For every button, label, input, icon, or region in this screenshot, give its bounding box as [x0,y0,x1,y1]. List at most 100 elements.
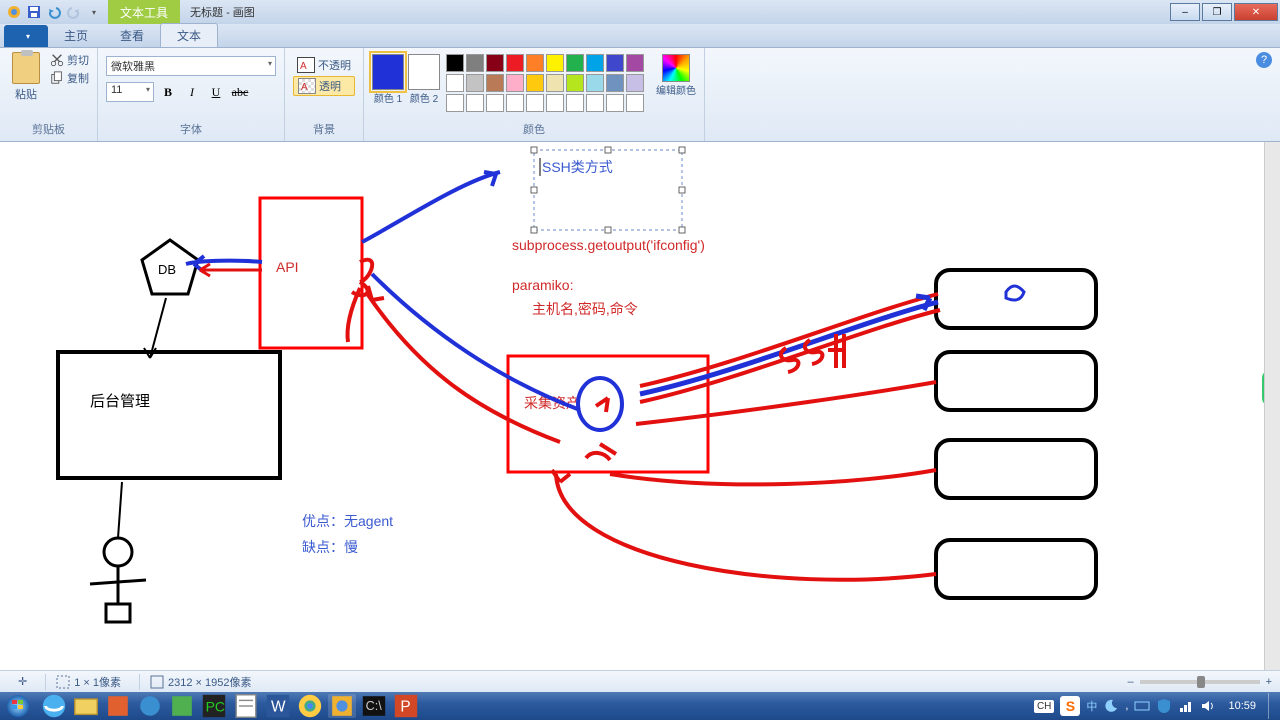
color-swatch[interactable] [586,94,604,112]
text-edit-box[interactable]: SSH类方式 [531,147,685,233]
color-swatch[interactable] [586,54,604,72]
zoom-out-button[interactable]: – [1127,676,1133,688]
color-swatch[interactable] [466,74,484,92]
network-icon[interactable] [1178,698,1194,714]
save-icon[interactable] [26,4,42,20]
tab-text[interactable]: 文本 [160,23,218,47]
clock[interactable]: 10:59 [1222,700,1262,712]
color-palette[interactable] [446,52,644,121]
undo-icon[interactable] [46,4,62,20]
taskbar-explorer-icon[interactable] [72,694,100,718]
tab-home[interactable]: 主页 [48,24,104,47]
italic-button[interactable]: I [182,82,202,102]
color-swatch[interactable] [506,94,524,112]
color-swatch[interactable] [486,94,504,112]
drawing-canvas[interactable]: API DB 后台管理 采集资产 [0,142,1280,676]
shield-icon[interactable] [1156,698,1172,714]
anno-pros: 优点：无agent [302,513,393,529]
color-swatch[interactable] [466,54,484,72]
color-swatch[interactable] [546,74,564,92]
color-swatch[interactable] [486,54,504,72]
taskbar-app3-icon[interactable] [168,694,196,718]
taskbar-word-icon[interactable]: W [264,694,292,718]
color-swatch[interactable] [606,54,624,72]
color-swatch[interactable] [446,74,464,92]
color-swatch[interactable] [546,94,564,112]
underline-button[interactable]: U [206,82,226,102]
bold-button[interactable]: B [158,82,178,102]
file-tab[interactable] [4,25,48,47]
taskbar-cmd-icon[interactable]: C:\ [360,694,388,718]
sogou-ime-icon[interactable]: S [1060,696,1080,716]
ime-lang[interactable]: 中 [1086,698,1097,714]
cut-button[interactable]: 剪切 [50,52,89,68]
color2-button[interactable]: 颜色 2 [408,54,440,105]
color-swatch[interactable] [486,74,504,92]
color-swatch[interactable] [566,94,584,112]
color1-button[interactable]: 颜色 1 [372,54,404,105]
contextual-tab-label: 文本工具 [108,0,180,24]
taskbar-app2-icon[interactable] [136,694,164,718]
taskbar-app1-icon[interactable] [104,694,132,718]
color-swatch[interactable] [466,94,484,112]
taskbar-paint-icon[interactable] [328,694,356,718]
zoom-in-button[interactable]: + [1266,676,1272,688]
show-desktop-button[interactable] [1268,693,1276,719]
color-swatch[interactable] [606,74,624,92]
minimize-button[interactable]: – [1170,3,1200,21]
paste-button[interactable]: 粘贴 [8,52,44,121]
color-swatch[interactable] [526,54,544,72]
canvas-area[interactable]: API DB 后台管理 采集资产 [0,142,1280,676]
zoom-slider[interactable] [1140,680,1260,684]
anno-params: 主机名,密码,命令 [532,301,638,317]
color-swatch[interactable] [526,94,544,112]
edit-colors-button[interactable]: 编辑颜色 [656,52,696,121]
font-size-dropdown[interactable]: 11 [106,82,154,102]
maximize-button[interactable]: ❐ [1202,3,1232,21]
transparent-option[interactable]: A透明 [293,76,355,96]
qat-dropdown-icon[interactable]: ▾ [86,4,102,20]
copy-label: 复制 [67,70,89,86]
color-swatch[interactable] [506,54,524,72]
vertical-scrollbar[interactable] [1264,142,1280,692]
taskbar-notes-icon[interactable] [232,694,260,718]
help-button[interactable]: ? [1256,52,1272,68]
color-swatch[interactable] [446,94,464,112]
svg-text:A: A [300,61,307,72]
status-bar: ✛ 1 × 1像素 2312 × 1952像素 – + [0,670,1280,692]
tab-view[interactable]: 查看 [104,24,160,47]
close-button[interactable]: ✕ [1234,3,1278,21]
color-swatch[interactable] [626,74,644,92]
start-button[interactable] [4,693,38,719]
taskbar-ppt-icon[interactable]: P [392,694,420,718]
color-swatch[interactable] [506,74,524,92]
copy-button[interactable]: 复制 [50,70,89,86]
color-swatch[interactable] [586,74,604,92]
group-font-label: 字体 [106,121,276,139]
zoom-control[interactable]: – + [1127,676,1272,688]
opaque-option[interactable]: A不透明 [293,56,355,74]
taskbar-ie-icon[interactable] [40,694,68,718]
strikethrough-button[interactable]: abc [230,82,250,102]
font-family-dropdown[interactable]: 微软雅黑 [106,56,276,76]
ime-indicator[interactable]: CH [1034,700,1054,713]
color-swatch[interactable] [566,54,584,72]
color-swatch[interactable] [546,54,564,72]
volume-icon[interactable] [1200,698,1216,714]
group-colors-label: 颜色 [372,121,696,139]
group-background: A不透明 A透明 背景 [285,48,364,141]
color-swatch[interactable] [626,94,644,112]
color-swatch[interactable] [526,74,544,92]
moon-icon[interactable] [1103,698,1119,714]
ribbon: 粘贴 剪切 复制 剪贴板 微软雅黑 11 B I U abc 字体 A不透明 A… [0,48,1280,142]
color-swatch[interactable] [446,54,464,72]
keyboard-icon[interactable] [1134,698,1150,714]
anno-subprocess: subprocess.getoutput('ifconfig') [512,237,705,253]
taskbar-pycharm-icon[interactable]: PC [200,694,228,718]
taskbar-chrome-icon[interactable] [296,694,324,718]
transparent-icon: A [298,78,316,94]
color-swatch[interactable] [606,94,624,112]
color-swatch[interactable] [626,54,644,72]
redo-icon[interactable] [66,4,82,20]
color-swatch[interactable] [566,74,584,92]
